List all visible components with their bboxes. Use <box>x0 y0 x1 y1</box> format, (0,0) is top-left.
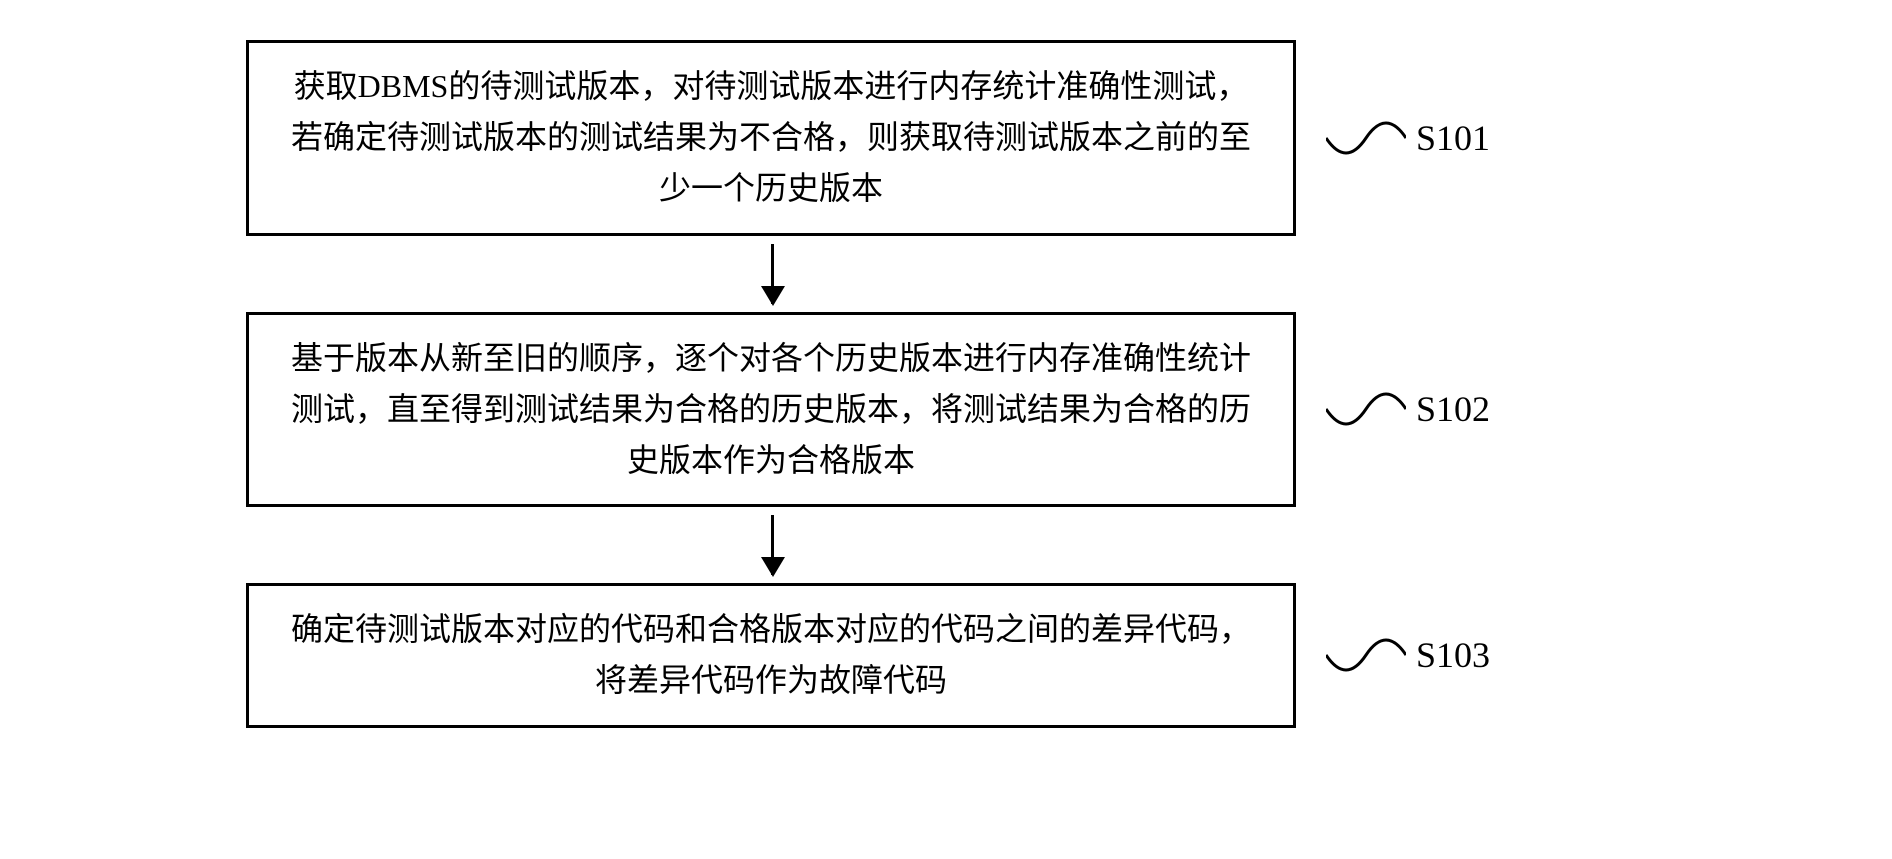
step-text: 基于版本从新至旧的顺序，逐个对各个历史版本进行内存准确性统计测试，直至得到测试结… <box>291 340 1251 478</box>
curve-icon <box>1326 625 1406 685</box>
step-row-1: 获取DBMS的待测试版本，对待测试版本进行内存统计准确性测试，若确定待测试版本的… <box>246 40 1646 236</box>
curve-icon <box>1326 379 1406 439</box>
step-box-s101: 获取DBMS的待测试版本，对待测试版本进行内存统计准确性测试，若确定待测试版本的… <box>246 40 1296 236</box>
step-label: S103 <box>1416 634 1490 676</box>
arrow-down-icon <box>771 515 774 575</box>
flowchart-container: 获取DBMS的待测试版本，对待测试版本进行内存统计准确性测试，若确定待测试版本的… <box>246 40 1646 728</box>
step-row-3: 确定待测试版本对应的代码和合格版本对应的代码之间的差异代码，将差异代码作为故障代… <box>246 583 1646 727</box>
connector-s103: S103 <box>1326 625 1646 685</box>
step-row-2: 基于版本从新至旧的顺序，逐个对各个历史版本进行内存准确性统计测试，直至得到测试结… <box>246 312 1646 508</box>
arrow-down-icon <box>771 244 774 304</box>
connector-s102: S102 <box>1326 379 1646 439</box>
step-label: S101 <box>1416 117 1490 159</box>
step-text: 获取DBMS的待测试版本，对待测试版本进行内存统计准确性测试，若确定待测试版本的… <box>291 68 1251 206</box>
step-text: 确定待测试版本对应的代码和合格版本对应的代码之间的差异代码，将差异代码作为故障代… <box>291 611 1251 698</box>
curve-icon <box>1326 108 1406 168</box>
step-label: S102 <box>1416 388 1490 430</box>
connector-s101: S101 <box>1326 108 1646 168</box>
step-box-s102: 基于版本从新至旧的顺序，逐个对各个历史版本进行内存准确性统计测试，直至得到测试结… <box>246 312 1296 508</box>
step-box-s103: 确定待测试版本对应的代码和合格版本对应的代码之间的差异代码，将差异代码作为故障代… <box>246 583 1296 727</box>
